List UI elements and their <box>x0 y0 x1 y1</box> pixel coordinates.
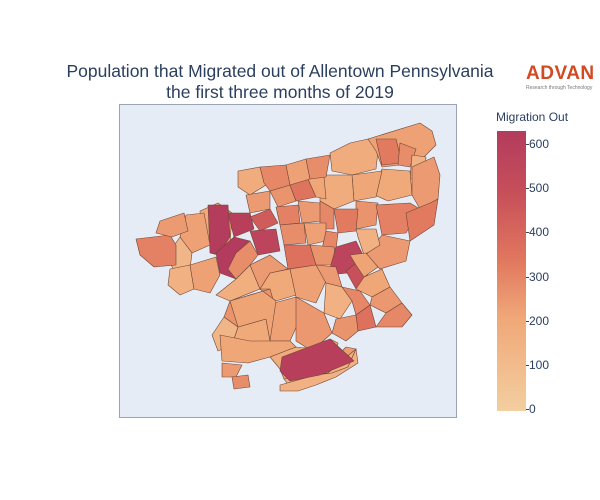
colorbar-tick-label: 500 <box>529 181 550 195</box>
map-plot-area[interactable] <box>119 104 457 418</box>
colorbar-tick-label: 0 <box>529 402 536 416</box>
map-region[interactable] <box>319 200 335 230</box>
colorbar-tick-label: 100 <box>529 358 550 372</box>
map-title-line1: Population that Migrated out of Allentow… <box>66 61 494 81</box>
map-region[interactable] <box>297 200 323 224</box>
advan-logo: ADVAN Research through Technology <box>526 64 596 98</box>
map-region[interactable] <box>249 228 281 256</box>
map-region[interactable] <box>279 222 307 246</box>
map-region[interactable] <box>249 208 279 232</box>
map-region[interactable] <box>135 234 177 268</box>
colorbar-tick-mark <box>526 188 529 189</box>
map-region[interactable] <box>329 138 379 176</box>
map-region[interactable] <box>279 348 359 392</box>
colorbar-title: Migration Out <box>496 110 569 124</box>
colorbar-tick-mark <box>526 232 529 233</box>
map-region[interactable] <box>289 264 327 304</box>
colorbar-tick-label: 200 <box>529 314 550 328</box>
map-region[interactable] <box>355 228 381 256</box>
census-tracts[interactable] <box>135 122 441 392</box>
map-region[interactable] <box>189 256 221 294</box>
map-region[interactable] <box>333 208 359 234</box>
colorbar <box>497 131 526 411</box>
choropleth-map[interactable] <box>120 105 458 419</box>
map-region[interactable] <box>237 166 267 196</box>
map-title-line2: the first three months of 2019 <box>166 82 394 102</box>
colorbar-tick-label: 300 <box>529 270 550 284</box>
logo-wordmark: ADVAN <box>526 63 595 84</box>
map-region[interactable] <box>323 282 353 320</box>
map-region[interactable] <box>331 314 359 342</box>
logo-tagline: Research through Technology <box>526 85 593 91</box>
map-region[interactable] <box>375 302 413 328</box>
map-region[interactable] <box>167 264 195 296</box>
colorbar-tick-mark <box>526 144 529 145</box>
map-region[interactable] <box>227 212 255 238</box>
map-region[interactable] <box>355 200 379 230</box>
map-region[interactable] <box>405 198 439 242</box>
map-region[interactable] <box>349 252 379 278</box>
map-region[interactable] <box>221 362 243 378</box>
colorbar-tick-mark <box>526 409 529 410</box>
colorbar-tick-label: 400 <box>529 225 550 239</box>
map-region[interactable] <box>259 164 291 192</box>
colorbar-tick-mark <box>526 365 529 366</box>
colorbar-tick-label: 600 <box>529 137 550 151</box>
map-region[interactable] <box>231 374 251 390</box>
map-region[interactable] <box>303 222 327 246</box>
map-region[interactable] <box>305 154 331 180</box>
map-region[interactable] <box>279 338 355 382</box>
map-region[interactable] <box>249 254 289 290</box>
map-region[interactable] <box>229 288 277 342</box>
colorbar-tick-mark <box>526 277 529 278</box>
colorbar-tick-mark <box>526 321 529 322</box>
map-region[interactable] <box>155 212 189 238</box>
map-region[interactable] <box>275 204 301 226</box>
map-title: Population that Migrated out of Allentow… <box>20 61 540 103</box>
map-region[interactable] <box>227 240 259 280</box>
map-region[interactable] <box>245 190 271 214</box>
